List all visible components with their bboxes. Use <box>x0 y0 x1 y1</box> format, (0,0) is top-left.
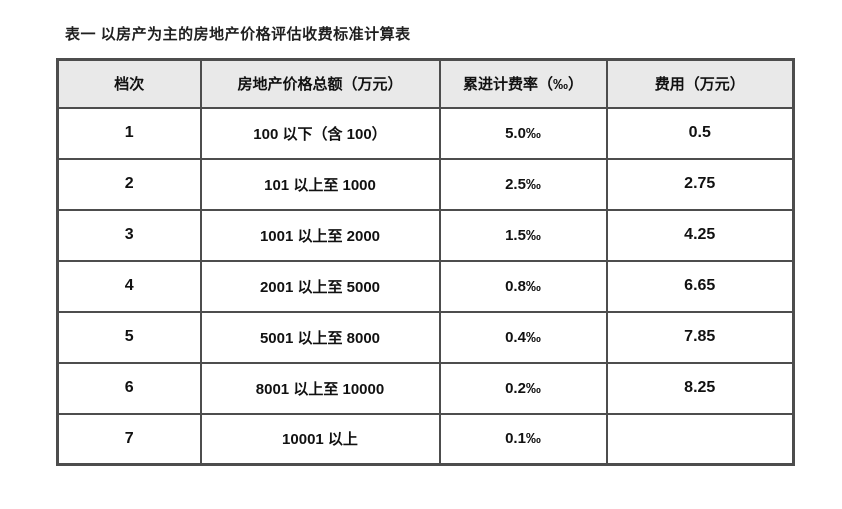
table-cell: 2 <box>56 157 202 211</box>
table-cell: 4 <box>56 259 202 313</box>
table-cell: 10001 以上 <box>199 412 441 466</box>
table-cell: 6.65 <box>605 259 795 313</box>
table-row: 4 2001 以上至 5000 0.8‰ 6.65 <box>56 259 795 313</box>
table-cell: 2.75 <box>605 157 795 211</box>
table-row: 5 5001 以上至 8000 0.4‰ 7.85 <box>56 310 795 364</box>
header-cell: 房地产价格总额（万元） <box>199 58 441 109</box>
table-cell: 1001 以上至 2000 <box>199 208 441 262</box>
table-cell: 6 <box>56 361 202 415</box>
table-cell: 7.85 <box>605 310 795 364</box>
table-cell: 5.0‰ <box>438 106 608 160</box>
table-cell: 2.5‰ <box>438 157 608 211</box>
table-cell: 101 以上至 1000 <box>199 157 441 211</box>
table-cell: 0.4‰ <box>438 310 608 364</box>
table-cell: 3 <box>56 208 202 262</box>
table-row: 3 1001 以上至 2000 1.5‰ 4.25 <box>56 208 795 262</box>
table-cell <box>605 412 795 466</box>
header-cell: 费用（万元） <box>605 58 795 109</box>
table-cell: 8001 以上至 10000 <box>199 361 441 415</box>
table-row: 6 8001 以上至 10000 0.2‰ 8.25 <box>56 361 795 415</box>
table-row: 1 100 以下（含 100） 5.0‰ 0.5 <box>56 106 795 160</box>
table-cell: 0.2‰ <box>438 361 608 415</box>
table-cell: 1 <box>56 106 202 160</box>
table-title: 表一 以房产为主的房地产价格评估收费标准计算表 <box>65 26 411 43</box>
fee-standard-table: 档次 房地产价格总额（万元） 累进计费率（‰） 费用（万元） 1 100 以下（含 10… <box>56 58 795 466</box>
table-cell: 0.5 <box>605 106 795 160</box>
table-cell: 7 <box>56 412 202 466</box>
table-row: 7 10001 以上 0.1‰ <box>56 412 795 466</box>
table-cell: 1.5‰ <box>438 208 608 262</box>
table-cell: 0.1‰ <box>438 412 608 466</box>
table-cell: 100 以下（含 100） <box>199 106 441 160</box>
table-cell: 5 <box>56 310 202 364</box>
table-cell: 0.8‰ <box>438 259 608 313</box>
header-cell: 档次 <box>56 58 202 109</box>
table-cell: 2001 以上至 5000 <box>199 259 441 313</box>
table-row: 2 101 以上至 1000 2.5‰ 2.75 <box>56 157 795 211</box>
table-header-row: 档次 房地产价格总额（万元） 累进计费率（‰） 费用（万元） <box>56 58 795 109</box>
table-cell: 8.25 <box>605 361 795 415</box>
table-cell: 4.25 <box>605 208 795 262</box>
table-cell: 5001 以上至 8000 <box>199 310 441 364</box>
header-cell: 累进计费率（‰） <box>438 58 608 109</box>
